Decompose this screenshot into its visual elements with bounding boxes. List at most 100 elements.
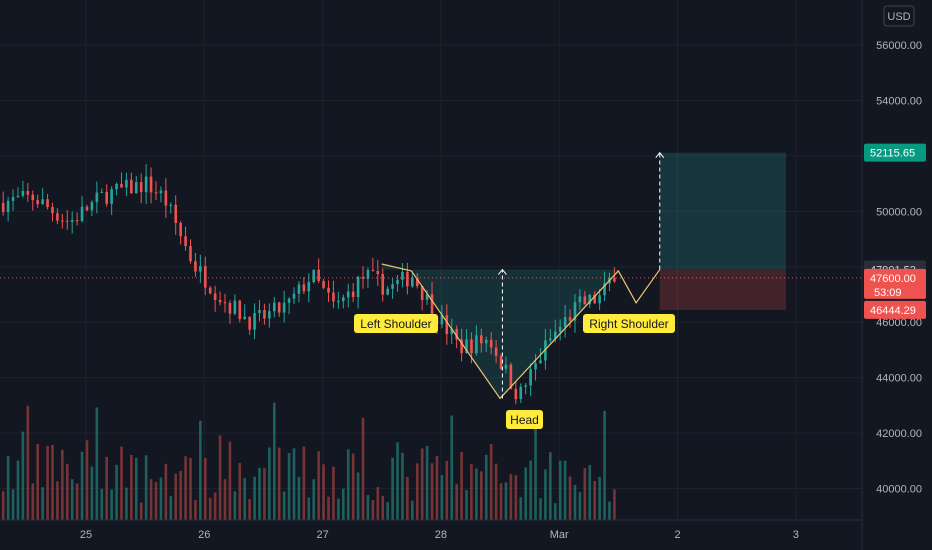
candle-body: [381, 274, 385, 295]
currency-label: USD: [887, 11, 910, 23]
candle-body: [243, 316, 247, 320]
candle-body: [51, 207, 54, 214]
candle-body: [75, 220, 79, 222]
volume-bar: [391, 457, 394, 520]
candle-body: [189, 246, 192, 262]
volume-bar: [179, 471, 182, 520]
candle-body: [1, 203, 5, 212]
candle-body: [125, 179, 128, 188]
volume-bar: [499, 483, 503, 520]
grid-lines: [0, 0, 862, 520]
y-tick-label: 44000.00: [876, 373, 922, 385]
volume-bar: [95, 407, 99, 520]
volume-bar: [376, 486, 380, 520]
volume-bar: [386, 502, 389, 520]
last-price-tag-text: 47600.00: [870, 273, 916, 285]
candle-body: [361, 276, 365, 279]
candle-body: [470, 339, 473, 354]
target-price-tag-bg: [864, 143, 926, 162]
y-tick-label: 40000.00: [876, 484, 922, 496]
candle-body: [56, 213, 59, 221]
candle-body: [504, 364, 508, 369]
candle-body: [110, 189, 113, 204]
volume-bar: [514, 475, 518, 520]
currency-button[interactable]: USD: [883, 5, 915, 27]
volume-bar: [494, 463, 498, 520]
x-tick-label: 27: [316, 529, 328, 541]
candle-body: [509, 364, 513, 389]
volume-bar: [159, 477, 163, 520]
candle-body: [332, 292, 335, 302]
target-price-tag-text: 52115.65: [870, 148, 915, 160]
candle-body: [46, 199, 49, 208]
volume-bar: [26, 405, 30, 520]
volume-bar: [272, 402, 276, 520]
volume-bar: [539, 498, 542, 520]
candle-body: [337, 301, 340, 303]
volume-bar: [425, 445, 429, 520]
volume-bar: [549, 452, 552, 520]
volume-bar: [489, 444, 493, 520]
volume-bar: [100, 488, 104, 520]
volume-bar: [134, 457, 138, 520]
volume-bar: [396, 442, 399, 520]
volume-bar: [317, 451, 320, 520]
candle-body: [307, 282, 311, 292]
candle-body: [90, 202, 94, 211]
volume-bar: [90, 466, 94, 520]
x-tick-label: Mar: [550, 529, 569, 541]
candle-body: [519, 386, 523, 400]
volume-bar: [31, 483, 35, 520]
volume-bar: [366, 494, 370, 520]
volume-bar: [450, 415, 454, 520]
candle-body: [440, 315, 444, 325]
candle-body: [100, 191, 104, 193]
volume-bar: [312, 479, 316, 520]
candle-body: [238, 300, 242, 320]
volume-bar: [603, 410, 606, 520]
volume-bar: [470, 464, 473, 520]
volume-bar: [332, 466, 335, 520]
volume-bar: [130, 454, 133, 520]
candle-body: [263, 310, 266, 319]
volume-bar: [445, 460, 449, 520]
volume-bar: [243, 478, 247, 520]
candle-body: [445, 315, 449, 334]
candle-body: [105, 191, 109, 204]
candle-body: [11, 197, 15, 201]
left-shoulder-label: Left Shoulder: [354, 314, 438, 333]
volume-bar: [169, 496, 173, 520]
volume-bar: [218, 435, 222, 520]
volume-bar: [16, 460, 20, 520]
volume-bar: [46, 445, 49, 520]
candle-body: [36, 200, 39, 205]
volume-bar: [553, 503, 557, 520]
candle-body: [588, 294, 592, 305]
candle-body: [578, 296, 582, 303]
candle-body: [425, 294, 429, 300]
head-label-text: Head: [510, 413, 539, 427]
volume-bar: [105, 456, 109, 520]
candle-body: [233, 300, 237, 314]
stop-price-tag: 46444.29: [864, 300, 926, 319]
y-tick-label: 56000.00: [876, 40, 922, 52]
volume-bar: [598, 476, 601, 520]
candle-body: [253, 313, 256, 330]
volume-bar: [125, 487, 128, 520]
candle-body: [70, 220, 74, 222]
candle-body: [342, 297, 345, 302]
volume-bar: [573, 484, 577, 520]
volume-bar: [258, 467, 261, 520]
candle-body: [277, 302, 281, 313]
head-shoulders-pattern: Left Shoulder Head Right Shoulder: [0, 151, 862, 429]
candle-body: [396, 279, 399, 285]
pattern-outline: [381, 263, 661, 400]
candle-body: [391, 284, 394, 289]
volume-bar: [203, 457, 207, 520]
volume-bar: [1, 491, 5, 520]
volume-bar: [480, 471, 483, 520]
candle-body: [514, 388, 518, 400]
volume-bar: [139, 502, 143, 520]
candle-body: [563, 317, 567, 327]
